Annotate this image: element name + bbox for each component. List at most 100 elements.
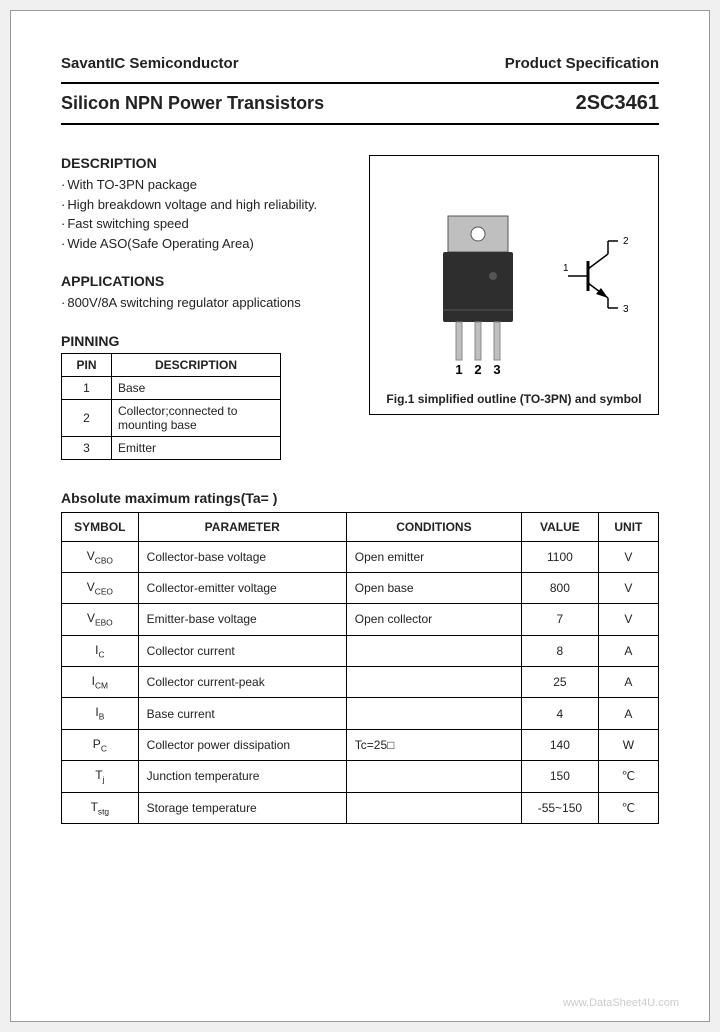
table-row: TstgStorage temperature -55~150℃: [62, 792, 659, 823]
product-family: Silicon NPN Power Transistors: [61, 93, 324, 114]
description-item: With TO-3PN package: [61, 175, 349, 195]
rating-cond: [346, 761, 521, 792]
rating-cond: [346, 698, 521, 729]
rating-param: Collector-emitter voltage: [138, 572, 346, 603]
svg-text:3: 3: [493, 362, 500, 376]
rating-cond: [346, 792, 521, 823]
table-row: 1 Base: [62, 376, 281, 399]
svg-text:1: 1: [455, 362, 462, 376]
rating-value: 25: [522, 667, 599, 698]
ratings-col-value: VALUE: [522, 512, 599, 541]
pin-num: 3: [62, 436, 112, 459]
rating-unit: A: [598, 635, 658, 666]
svg-text:2: 2: [474, 362, 481, 376]
rating-symbol: VEBO: [62, 604, 139, 635]
rating-value: 150: [522, 761, 599, 792]
svg-text:2: 2: [623, 236, 629, 247]
ratings-col-unit: UNIT: [598, 512, 658, 541]
ratings-col-symbol: SYMBOL: [62, 512, 139, 541]
description-heading: DESCRIPTION: [61, 155, 349, 171]
rating-value: 800: [522, 572, 599, 603]
table-row: ICMCollector current-peak 25A: [62, 667, 659, 698]
rating-param: Collector current-peak: [138, 667, 346, 698]
rating-cond: [346, 635, 521, 666]
rating-unit: V: [598, 572, 658, 603]
rating-cond: Tc=25□: [346, 729, 521, 760]
right-column: 1 2 3 1 2 3 Fi: [369, 155, 659, 460]
applications-list: 800V/8A switching regulator applications: [61, 293, 349, 313]
rating-symbol: ICM: [62, 667, 139, 698]
rating-cond: Open base: [346, 572, 521, 603]
package-icon: 1 2 3: [428, 206, 538, 376]
rating-value: 140: [522, 729, 599, 760]
header-row: SavantIC Semiconductor Product Specifica…: [61, 55, 659, 72]
rating-unit: ℃: [598, 761, 658, 792]
left-column: DESCRIPTION With TO-3PN package High bre…: [61, 155, 349, 460]
rating-symbol: Tstg: [62, 792, 139, 823]
datasheet-page: SavantIC Semiconductor Product Specifica…: [10, 10, 710, 1022]
applications-item: 800V/8A switching regulator applications: [61, 293, 349, 313]
rating-cond: Open collector: [346, 604, 521, 635]
svg-text:3: 3: [623, 304, 629, 315]
description-item: High breakdown voltage and high reliabil…: [61, 195, 349, 215]
table-row: VCBOCollector-base voltageOpen emitter11…: [62, 541, 659, 572]
table-row: VCEOCollector-emitter voltageOpen base80…: [62, 572, 659, 603]
table-row: PCCollector power dissipationTc=25□140W: [62, 729, 659, 760]
rating-unit: ℃: [598, 792, 658, 823]
description-item: Wide ASO(Safe Operating Area): [61, 234, 349, 254]
pin-desc: Emitter: [112, 436, 281, 459]
figure-box: 1 2 3 1 2 3 Fi: [369, 155, 659, 415]
rating-symbol: PC: [62, 729, 139, 760]
rating-cond: Open emitter: [346, 541, 521, 572]
rating-param: Collector current: [138, 635, 346, 666]
ratings-table: SYMBOL PARAMETER CONDITIONS VALUE UNIT V…: [61, 512, 659, 825]
table-row: 3 Emitter: [62, 436, 281, 459]
rating-value: 4: [522, 698, 599, 729]
description-item: Fast switching speed: [61, 214, 349, 234]
ratings-heading: Absolute maximum ratings(Ta= ): [61, 490, 659, 506]
rating-param: Storage temperature: [138, 792, 346, 823]
part-number: 2SC3461: [576, 92, 659, 115]
table-row: VEBOEmitter-base voltageOpen collector7V: [62, 604, 659, 635]
content-row: DESCRIPTION With TO-3PN package High bre…: [61, 155, 659, 460]
rating-param: Junction temperature: [138, 761, 346, 792]
pinning-col-desc: DESCRIPTION: [112, 353, 281, 376]
rating-cond: [346, 667, 521, 698]
company-name: SavantIC Semiconductor: [61, 55, 239, 72]
rating-value: 8: [522, 635, 599, 666]
rating-param: Base current: [138, 698, 346, 729]
table-row: IBBase current4A: [62, 698, 659, 729]
rating-unit: A: [598, 667, 658, 698]
spec-label: Product Specification: [505, 55, 659, 72]
ratings-col-param: PARAMETER: [138, 512, 346, 541]
svg-text:1: 1: [563, 263, 569, 274]
rating-value: 1100: [522, 541, 599, 572]
rating-unit: V: [598, 604, 658, 635]
pin-desc: Collector;connected to mounting base: [112, 399, 281, 436]
watermark: www.DataSheet4U.com: [563, 997, 679, 1009]
pin-num: 2: [62, 399, 112, 436]
pinning-col-pin: PIN: [62, 353, 112, 376]
rating-param: Emitter-base voltage: [138, 604, 346, 635]
table-row: TjJunction temperature150℃: [62, 761, 659, 792]
rating-symbol: IB: [62, 698, 139, 729]
rating-unit: W: [598, 729, 658, 760]
rating-unit: V: [598, 541, 658, 572]
pin-num: 1: [62, 376, 112, 399]
ratings-col-cond: CONDITIONS: [346, 512, 521, 541]
rating-value: 7: [522, 604, 599, 635]
description-list: With TO-3PN package High breakdown volta…: [61, 175, 349, 253]
rating-param: Collector-base voltage: [138, 541, 346, 572]
transistor-symbol-icon: 1 2 3: [563, 236, 633, 316]
table-row: ICCollector current 8A: [62, 635, 659, 666]
pin-desc: Base: [112, 376, 281, 399]
rating-symbol: IC: [62, 635, 139, 666]
pinning-table: PIN DESCRIPTION 1 Base 2 Collector;conne…: [61, 353, 281, 460]
applications-heading: APPLICATIONS: [61, 273, 349, 289]
rating-symbol: VCEO: [62, 572, 139, 603]
rating-param: Collector power dissipation: [138, 729, 346, 760]
title-row: Silicon NPN Power Transistors 2SC3461: [61, 82, 659, 125]
rating-symbol: VCBO: [62, 541, 139, 572]
pinning-heading: PINNING: [61, 333, 349, 349]
rating-value: -55~150: [522, 792, 599, 823]
